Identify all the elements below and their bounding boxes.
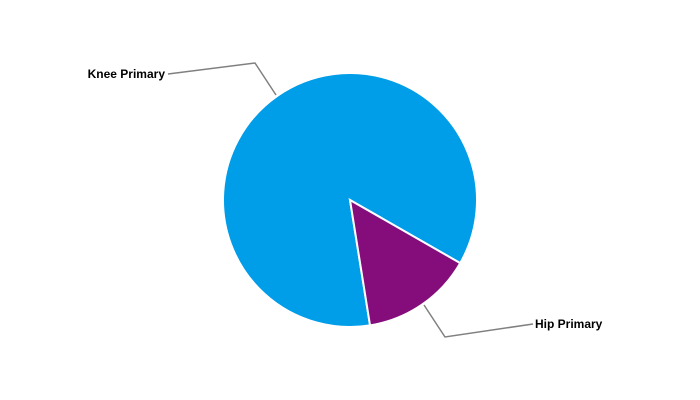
slice-label: Hip Primary <box>535 317 603 331</box>
pie-slice-hip-primary <box>348 198 462 327</box>
leader-line <box>423 304 534 338</box>
leader-line <box>167 62 277 96</box>
slice-label: Knee Primary <box>88 67 166 81</box>
